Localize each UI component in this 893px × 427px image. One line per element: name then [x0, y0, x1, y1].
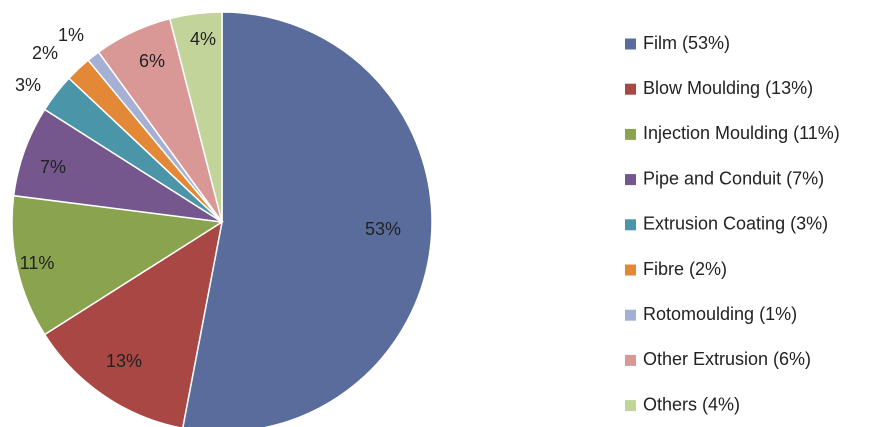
pie-slice-injection-moulding — [11, 194, 225, 336]
legend-swatch-blow-moulding — [625, 83, 636, 95]
legend-label-fibre: Fibre (2%) — [643, 259, 727, 279]
slice-label-rotomoulding: 1% — [58, 25, 84, 45]
slice-label-injection-moulding: 11% — [20, 253, 55, 273]
legend-swatch-rotomoulding — [625, 309, 636, 321]
pie-slice-blow-moulding — [43, 220, 224, 427]
legend-swatch-others — [625, 400, 636, 412]
legend-label-extrusion-coating: Extrusion Coating (3%) — [643, 214, 828, 234]
slice-label-blow-moulding: 13% — [106, 351, 142, 371]
legend-label-blow-moulding: Blow Moulding (13%) — [643, 78, 813, 98]
legend-swatch-other-extrusion — [625, 354, 636, 366]
pie-slices — [11, 11, 433, 427]
legend-swatch-pipe-and-conduit — [625, 174, 636, 186]
legend: Film (53%) Blow Moulding (13%) Injection M… — [625, 33, 840, 414]
slice-label-fibre: 2% — [32, 43, 58, 63]
pie-slice-others — [168, 11, 223, 223]
pie-slice-labels: 53% 13% 11% 7% 3% 2%1% 6% 4% — [15, 25, 401, 371]
slice-label-other-extrusion: 6% — [139, 51, 165, 71]
slice-label-extrusion-coating: 3% — [15, 75, 41, 95]
legend-swatch-extrusion-coating — [625, 219, 636, 231]
slice-label-others: 4% — [190, 29, 216, 49]
legend-swatch-fibre — [625, 264, 636, 276]
slice-label-film: 53% — [365, 219, 401, 239]
legend-label-others: Others (4%) — [643, 394, 740, 414]
legend-label-film: Film (53%) — [643, 33, 730, 53]
pie-slice-film — [182, 11, 433, 427]
legend-swatch-injection-moulding — [625, 128, 636, 140]
legend-swatch-film — [625, 38, 636, 50]
slice-label-pipe-and-conduit: 7% — [40, 157, 66, 177]
legend-label-other-extrusion: Other Extrusion (6%) — [643, 349, 811, 369]
legend-label-injection-moulding: Injection Moulding (11%) — [643, 123, 840, 143]
legend-label-rotomoulding: Rotomoulding (1%) — [643, 304, 797, 324]
legend-label-pipe-and-conduit: Pipe and Conduit (7%) — [643, 168, 824, 188]
